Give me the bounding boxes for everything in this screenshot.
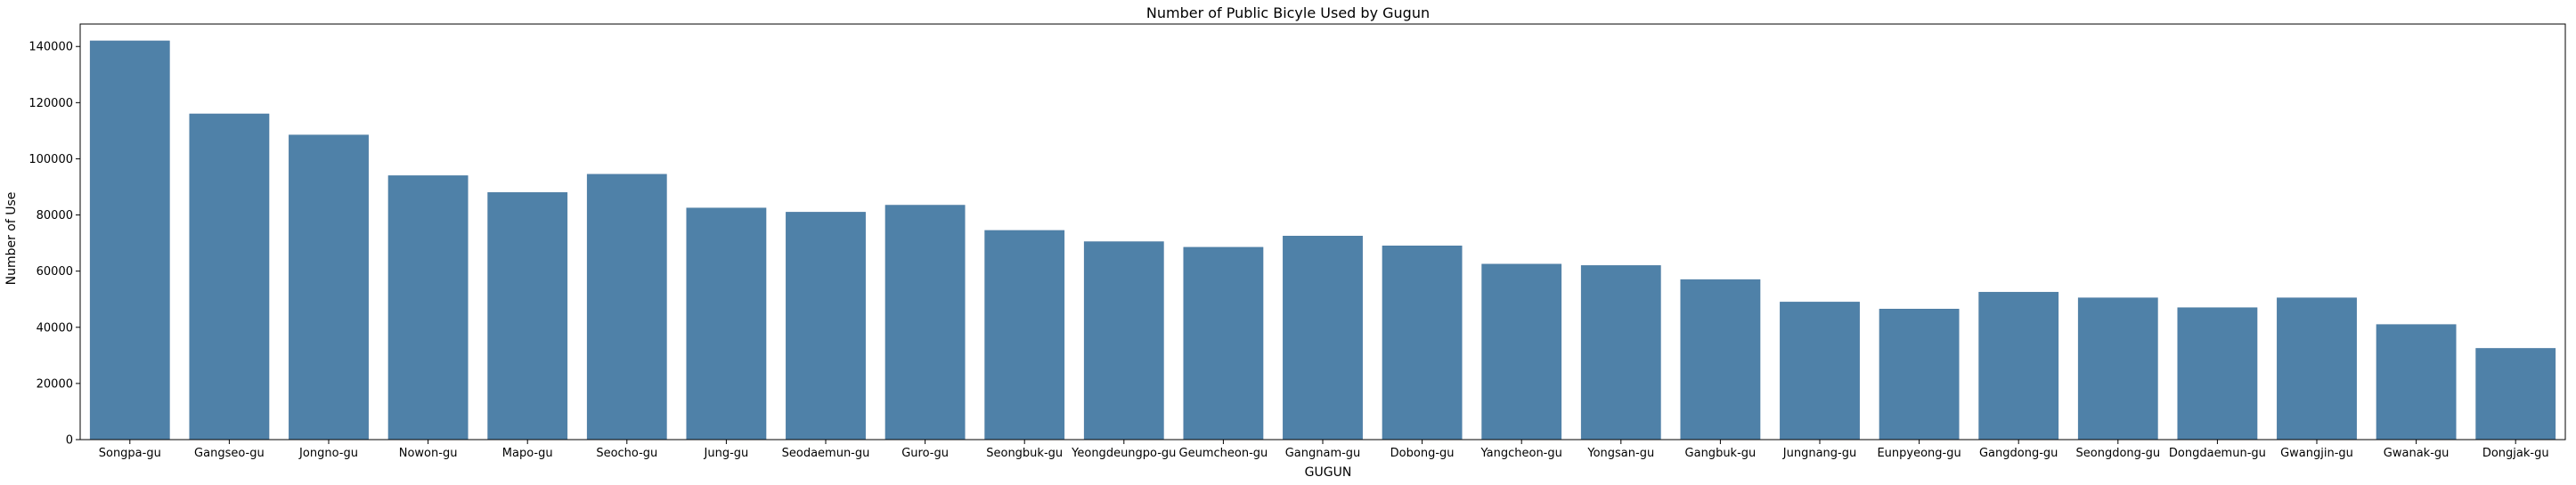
bar-nowon-gu	[387, 175, 469, 441]
x-tick-label: Eunpyeong-gu	[1877, 447, 1961, 460]
axes-frame	[79, 23, 2566, 441]
bar-yangcheon-gu	[1481, 263, 1562, 441]
bar-gangseo-gu	[189, 113, 270, 441]
bar-gwangjin-gu	[2277, 297, 2357, 441]
x-tick-label: Seodaemun-gu	[782, 447, 870, 460]
bar-dobong-gu	[1382, 246, 1463, 441]
bar-jung-gu	[686, 207, 767, 441]
bar-songpa-gu	[89, 40, 170, 441]
x-tick-label: Yeongdeungpo-gu	[1071, 447, 1176, 460]
x-tick-label: Nowon-gu	[399, 447, 458, 460]
x-tick-label: Dobong-gu	[1390, 447, 1455, 460]
x-tick-label: Jungnang-gu	[1782, 447, 1856, 460]
x-tick-label: Mapo-gu	[502, 447, 553, 460]
y-axis-label: Number of Use	[4, 192, 19, 286]
bar-seongbuk-gu	[984, 230, 1065, 441]
y-tick-label: 100000	[29, 153, 73, 166]
x-tick-label: Yangcheon-gu	[1480, 447, 1562, 460]
y-tick-label: 80000	[37, 209, 73, 222]
bar-dongdaemun-gu	[2177, 307, 2258, 441]
x-tick-label: Gwangjin-gu	[2280, 447, 2353, 460]
y-tick-label: 40000	[37, 321, 73, 335]
bar-yongsan-gu	[1580, 265, 1661, 441]
x-tick-label: Guro-gu	[901, 447, 949, 460]
bar-seodaemun-gu	[786, 212, 866, 441]
x-tick-label: Gwanak-gu	[2384, 447, 2450, 460]
x-tick-label: Gangnam-gu	[1285, 447, 1361, 460]
x-tick-label: Gangseo-gu	[194, 447, 265, 460]
y-tick-label: 20000	[37, 377, 73, 391]
y-tick-label: 0	[66, 434, 73, 448]
x-tick-label: Dongjak-gu	[2482, 447, 2549, 460]
x-tick-label: Jongno-gu	[298, 447, 358, 460]
x-tick-label: Gangbuk-gu	[1685, 447, 1757, 460]
bar-seocho-gu	[586, 174, 667, 441]
bar-eunpyeong-gu	[1879, 309, 1960, 441]
x-tick-label: Seongbuk-gu	[986, 447, 1063, 460]
bar-gwanak-gu	[2376, 324, 2457, 441]
bar-dongjak-gu	[2475, 348, 2556, 441]
x-tick-label: Songpa-gu	[99, 447, 161, 460]
x-tick-label: Dongdaemun-gu	[2169, 447, 2266, 460]
y-tick-label: 120000	[29, 97, 73, 110]
bar-yeongdeungpo-gu	[1083, 241, 1164, 441]
y-tick-label: 140000	[29, 41, 73, 54]
plot-area: Songpa-gu Gangseo-gu Jongno-gu Nowon-gu Mapo…	[29, 23, 2566, 460]
chart-title: Number of Public Bicyle Used by Gugun	[1146, 4, 1430, 21]
y-tick-label: 60000	[37, 265, 73, 279]
bar-gangnam-gu	[1283, 235, 1363, 441]
x-tick-label: Yongsan-gu	[1586, 447, 1654, 460]
bar-jongno-gu	[289, 134, 369, 441]
bar-geumcheon-gu	[1183, 247, 1264, 441]
x-tick-label: Gangdong-gu	[1979, 447, 2058, 460]
bar-guro-gu	[884, 205, 966, 441]
bar-jungnang-gu	[1780, 302, 1860, 441]
x-tick-label: Jung-gu	[704, 447, 749, 460]
x-tick-label: Seongdong-gu	[2076, 447, 2161, 460]
x-tick-label: Geumcheon-gu	[1179, 447, 1268, 460]
bar-gangbuk-gu	[1680, 279, 1761, 441]
bar-gangdong-gu	[1978, 292, 2059, 441]
x-tick-label: Seocho-gu	[596, 447, 657, 460]
bar-mapo-gu	[487, 192, 568, 441]
bar-seongdong-gu	[2077, 297, 2158, 441]
x-axis-label: GUGUN	[1305, 465, 1352, 480]
